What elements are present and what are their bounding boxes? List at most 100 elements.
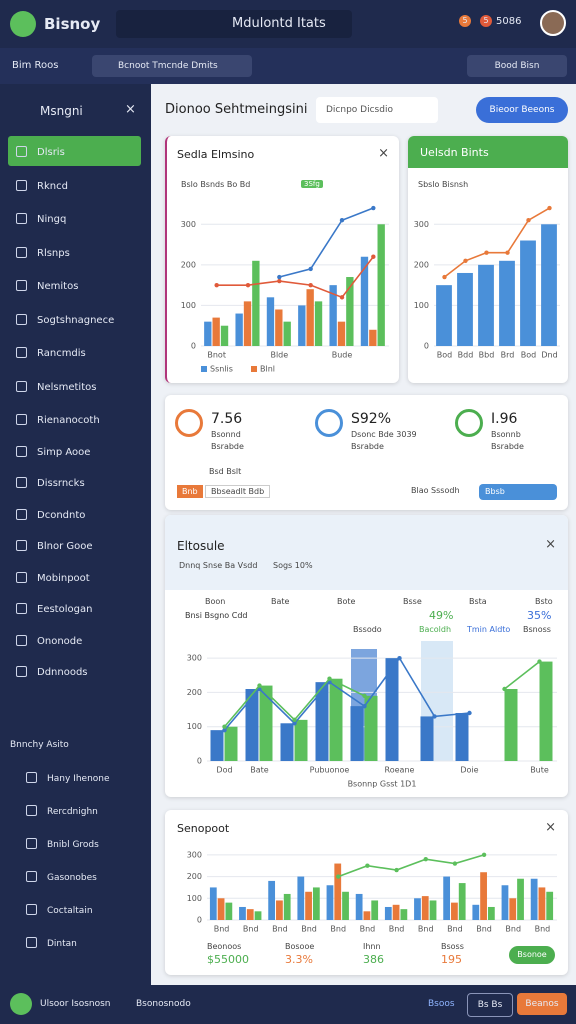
link[interactable]: Bsoos [428,999,455,1009]
sidebar-item[interactable]: Ningq [16,213,66,225]
y-tick-label: 100 [414,301,429,310]
bar [457,272,473,346]
x-tick-label: Bude [332,351,353,360]
kpi-search[interactable]: Blao Sssodh [411,486,460,495]
sidebar-item[interactable]: Rkncd [16,179,68,192]
point [277,278,282,284]
kpi-button[interactable]: Bbsb [479,484,557,500]
sidebar-item[interactable]: Rercdnighn [26,805,98,817]
kpi-value: S92% [351,411,392,427]
close[interactable]: × [545,537,556,552]
tag[interactable]: Bbseadlt Bdb [205,485,271,498]
card-button[interactable]: Bsonoe [509,946,555,964]
point [547,205,552,211]
bottom-bar: Ulsoor Isosnosn Bsonosnodo Bsoos Bs Bs B… [0,985,576,1024]
icon [16,380,27,392]
bar [421,896,429,920]
kpi-icon [175,409,203,437]
menu[interactable]: Bim Roos [12,60,59,71]
sidebar-item[interactable]: Sogtshnagnece [16,313,114,326]
kpi-sub: Bsrabde [211,442,244,451]
sidebar-item[interactable]: Ddnnoods [16,666,88,678]
label: Dlsris [37,147,65,158]
stat-label: Ihnn [363,942,381,951]
toolbar: Bim Roos Bcnoot Tmcnde Dmits Bood Bisn [0,48,576,84]
x-tick-label: Bod [437,351,452,360]
close[interactable]: × [378,146,389,161]
sidebar-item[interactable]: Eestologan [16,603,92,615]
bar [451,902,458,920]
stat-value: $55000 [207,953,249,966]
top-bar: Bisnoy Mdulontd Itats 5 5 5086 [0,0,576,48]
y-tick-label: 0 [197,757,202,766]
point [452,861,458,866]
sidebar-item[interactable]: Hany Ihenone [26,772,110,784]
x-tick-label: Bnd [360,925,376,934]
bar [342,891,349,920]
button[interactable]: Beanos [517,993,567,1015]
bar [400,909,408,920]
x-axis-title: Bsonnp Gsst 1D1 [348,780,417,789]
search[interactable]: Bcnoot Tmcnde Dmits [92,55,252,77]
icon [16,313,27,325]
point [526,218,531,223]
bar [224,726,238,761]
sidebar-item[interactable]: Dintan [26,937,77,949]
icon [16,603,27,614]
sidebar-item[interactable]: Coctaltain [26,904,93,916]
icon [16,571,27,583]
label: Coctaltain [47,906,93,916]
x-tick-label: Brd [501,351,515,360]
label: Dcondnto [37,509,86,521]
bar [314,301,323,346]
point [292,721,297,726]
bar [204,321,212,346]
bar [220,325,229,346]
legend-label: Blnl [260,365,275,374]
sidebar-item[interactable]: Nemitos [16,280,78,292]
sidebar-item[interactable]: Rancmdis [16,347,86,359]
point [339,295,345,300]
toolbar-button[interactable]: Bood Bisn [467,55,567,77]
stat-label: Tmin Aldto [467,625,511,634]
sidebar-item[interactable]: Bnibl Grods [26,838,99,850]
label: Ddnnoods [37,667,88,678]
close[interactable]: × [545,820,556,835]
bar [334,863,342,920]
x-tick-label: Bnd [505,925,521,934]
close[interactable]: × [125,102,136,117]
bar [245,689,259,761]
badge[interactable]: 5 [480,15,492,27]
avatar[interactable] [540,10,566,36]
sidebar-item[interactable]: Blnor Gooe [16,540,93,552]
sidebar-item[interactable]: Nelsmetitos [16,380,96,393]
badge[interactable]: 5 [459,15,471,27]
x-tick-label: Bod [521,351,536,360]
header-button[interactable]: Bieoor Beeons [476,97,568,123]
y-tick-label: 0 [197,916,202,925]
sidebar-item[interactable]: Simp Aooe [16,445,90,458]
sidebar-item[interactable]: Rlsnps [16,246,70,259]
icon [16,508,27,520]
y-tick-label: 0 [424,342,429,351]
sidebar-item[interactable]: Ononode [16,634,82,647]
point [505,250,510,255]
chart: 0 100 200 300 Bnot Blde Bude Ssnlis Blnl [181,205,389,374]
bar [252,260,260,346]
button[interactable]: Bs Bs [467,993,513,1017]
column-header: Bsta [469,597,487,606]
sidebar-item[interactable]: Dissrncks [16,477,85,489]
tag[interactable]: Bnb [177,485,203,498]
y-tick-label: 100 [181,301,196,310]
note: Bnsi Bsgno Cdd [185,611,248,620]
sidebar-item[interactable]: Rienanocoth [16,414,100,426]
x-tick-label: Bate [250,766,269,775]
sidebar-item[interactable]: Mobinpoot [16,571,90,584]
bar [210,730,224,761]
label: Rienanocoth [37,415,100,426]
header-search[interactable]: Dicnpo Dicsdio [316,97,438,123]
sidebar-item[interactable]: Gasonobes [26,871,97,883]
sidebar-item[interactable]: Dcondnto [16,508,86,521]
card: Eltosule × Dnnq Snse Ba Vsdd Sogs 10% Bn… [165,515,568,797]
sidebar-item[interactable]: Dlsris [16,146,65,158]
